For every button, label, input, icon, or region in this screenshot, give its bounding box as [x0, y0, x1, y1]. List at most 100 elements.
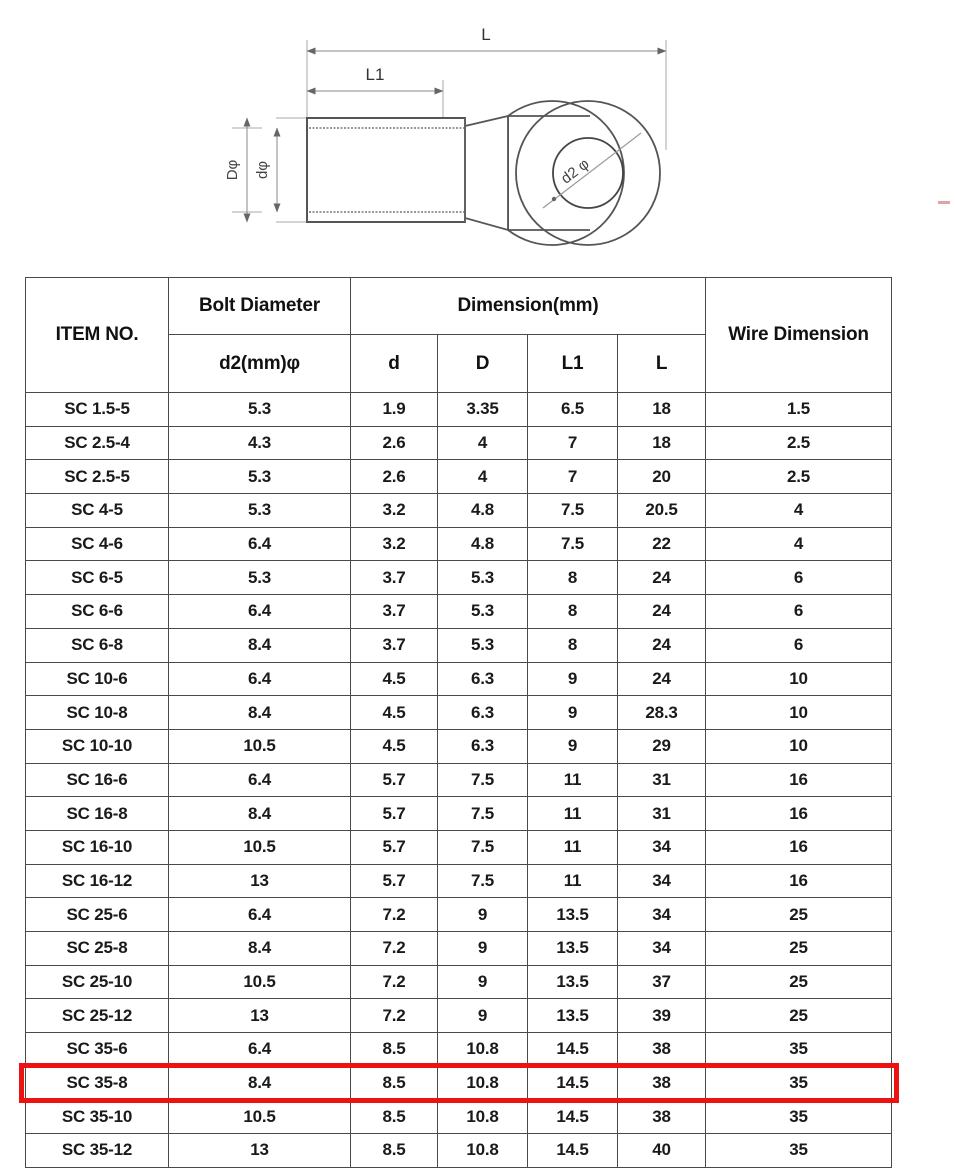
cell-item-no: SC 16-10 — [25, 829, 169, 865]
cell-dim-L1: 9 — [527, 728, 618, 764]
cell-dim-d: 7.2 — [350, 998, 438, 1034]
cell-dim-L1: 13.5 — [527, 897, 618, 932]
cell-dim-L1: 14.5 — [527, 1065, 618, 1101]
cell-dim-L: 31 — [616, 762, 707, 798]
cell-dim-L: 22 — [616, 526, 707, 562]
cell-item-no: SC 10-6 — [25, 661, 169, 697]
cell-dim-L: 37 — [616, 964, 707, 1000]
cell-dim-D: 7.5 — [437, 829, 528, 865]
cell-dim-L1: 13.5 — [527, 998, 618, 1034]
cell-dim-L: 38 — [616, 1065, 707, 1101]
cell-dim-L1: 14.5 — [527, 1032, 618, 1067]
cell-dim-L: 40 — [616, 1133, 707, 1168]
dimension-L1: L1 — [306, 65, 444, 95]
cell-dim-D: 5.3 — [437, 627, 528, 663]
cell-wire-dimension: 4 — [705, 526, 893, 562]
cell-item-no: SC 10-8 — [25, 695, 169, 730]
cell-dim-L1: 11 — [527, 762, 618, 798]
table-row: SC 35-8 8.4 8.5 10.8 14.5 38 35 — [25, 1065, 893, 1101]
cell-item-no: SC 16-12 — [25, 863, 169, 899]
cell-bolt-diameter: 8.4 — [168, 695, 351, 730]
header-dim-L: L — [616, 334, 707, 393]
cell-bolt-diameter: 5.3 — [168, 459, 351, 495]
cell-bolt-diameter: 8.4 — [168, 627, 351, 663]
lug-barrel — [306, 117, 466, 223]
table-body: SC 1.5-5 5.3 1.9 3.35 6.5 18 1.5 SC 2.5-4 4.3 2.6… — [25, 392, 893, 1168]
table-row: SC 10-6 6.4 4.5 6.3 9 24 10 — [25, 661, 893, 697]
cell-bolt-diameter: 13 — [168, 998, 351, 1034]
table-row: SC 6-6 6.4 3.7 5.3 8 24 6 — [25, 594, 893, 629]
dimension-D-label: Dφ — [224, 159, 241, 180]
cell-dim-d: 5.7 — [350, 863, 438, 899]
cell-dim-L: 39 — [616, 998, 707, 1034]
cell-dim-d: 4.5 — [350, 661, 438, 697]
cell-item-no: SC 6-8 — [25, 627, 169, 663]
cell-dim-d: 7.2 — [350, 897, 438, 932]
cell-dim-d: 3.2 — [350, 526, 438, 562]
cell-dim-L1: 6.5 — [527, 392, 618, 427]
cell-wire-dimension: 16 — [705, 829, 893, 865]
header-row-sub: d2(mm)φ d D L1 L — [26, 334, 892, 393]
cable-lug-drawing-svg: L L1 Dφ dφ — [224, 25, 667, 246]
cell-item-no: SC 35-8 — [25, 1065, 169, 1101]
cell-bolt-diameter: 6.4 — [168, 661, 351, 697]
cell-wire-dimension: 35 — [705, 1032, 893, 1067]
cell-dim-D: 7.5 — [437, 762, 528, 798]
cell-item-no: SC 2.5-4 — [25, 425, 169, 461]
cell-dim-L1: 14.5 — [527, 1133, 618, 1168]
cell-dim-D: 4 — [437, 459, 528, 495]
specification-table-container: ITEM NO. Bolt Diameter Dimension(mm) Wir… — [25, 277, 893, 1168]
cell-dim-D: 10.8 — [437, 1065, 528, 1101]
table-row: SC 35-6 6.4 8.5 10.8 14.5 38 35 — [25, 1032, 893, 1067]
cell-bolt-diameter: 6.4 — [168, 594, 351, 629]
table-row: SC 10-10 10.5 4.5 6.3 9 29 10 — [25, 728, 893, 764]
table-row: SC 16-10 10.5 5.7 7.5 11 34 16 — [25, 829, 893, 865]
cell-dim-L1: 8 — [527, 627, 618, 663]
cell-dim-L: 24 — [616, 627, 707, 663]
cell-wire-dimension: 6 — [705, 627, 893, 663]
cell-dim-d: 5.7 — [350, 829, 438, 865]
cell-wire-dimension: 10 — [705, 661, 893, 697]
cell-bolt-diameter: 13 — [168, 1133, 351, 1168]
cell-bolt-diameter: 10.5 — [168, 1099, 351, 1135]
cell-wire-dimension: 1.5 — [705, 392, 893, 427]
cell-dim-d: 5.7 — [350, 762, 438, 798]
cell-dim-L: 34 — [616, 897, 707, 932]
cell-wire-dimension: 2.5 — [705, 459, 893, 495]
cell-dim-L1: 9 — [527, 695, 618, 730]
cell-wire-dimension: 25 — [705, 931, 893, 966]
cell-dim-L: 28.3 — [616, 695, 707, 730]
cell-dim-L1: 11 — [527, 863, 618, 899]
table-row: SC 25-12 13 7.2 9 13.5 39 25 — [25, 998, 893, 1034]
cell-dim-D: 4.8 — [437, 493, 528, 528]
cell-dim-L1: 9 — [527, 661, 618, 697]
table-row: SC 4-5 5.3 3.2 4.8 7.5 20.5 4 — [25, 493, 893, 528]
cell-bolt-diameter: 13 — [168, 863, 351, 899]
cell-item-no: SC 16-8 — [25, 796, 169, 831]
cell-wire-dimension: 6 — [705, 594, 893, 629]
cell-item-no: SC 2.5-5 — [25, 459, 169, 495]
header-dim-L1: L1 — [527, 334, 618, 393]
table-row: SC 4-6 6.4 3.2 4.8 7.5 22 4 — [25, 526, 893, 562]
cell-dim-d: 8.5 — [350, 1133, 438, 1168]
dimension-D-outer: Dφ — [224, 117, 251, 223]
table-row: SC 2.5-4 4.3 2.6 4 7 18 2.5 — [25, 425, 893, 461]
cell-dim-L: 29 — [616, 728, 707, 764]
technical-drawing-panel: L L1 Dφ dφ — [0, 0, 955, 272]
cell-dim-L: 18 — [616, 425, 707, 461]
cell-dim-L1: 7 — [527, 459, 618, 495]
cell-dim-D: 5.3 — [437, 560, 528, 596]
cell-item-no: SC 35-12 — [25, 1133, 169, 1168]
cell-bolt-diameter: 4.3 — [168, 425, 351, 461]
cell-dim-D: 3.35 — [437, 392, 528, 427]
cell-dim-D: 9 — [437, 931, 528, 966]
table-row: SC 6-8 8.4 3.7 5.3 8 24 6 — [25, 627, 893, 663]
header-dim-d: d — [350, 334, 438, 393]
cell-item-no: SC 25-6 — [25, 897, 169, 932]
dimension-L-label: L — [481, 25, 490, 44]
cell-dim-L1: 7 — [527, 425, 618, 461]
table-row: SC 2.5-5 5.3 2.6 4 7 20 2.5 — [25, 459, 893, 495]
cell-dim-d: 4.5 — [350, 695, 438, 730]
table-row: SC 16-12 13 5.7 7.5 11 34 16 — [25, 863, 893, 899]
cell-dim-d: 3.7 — [350, 560, 438, 596]
